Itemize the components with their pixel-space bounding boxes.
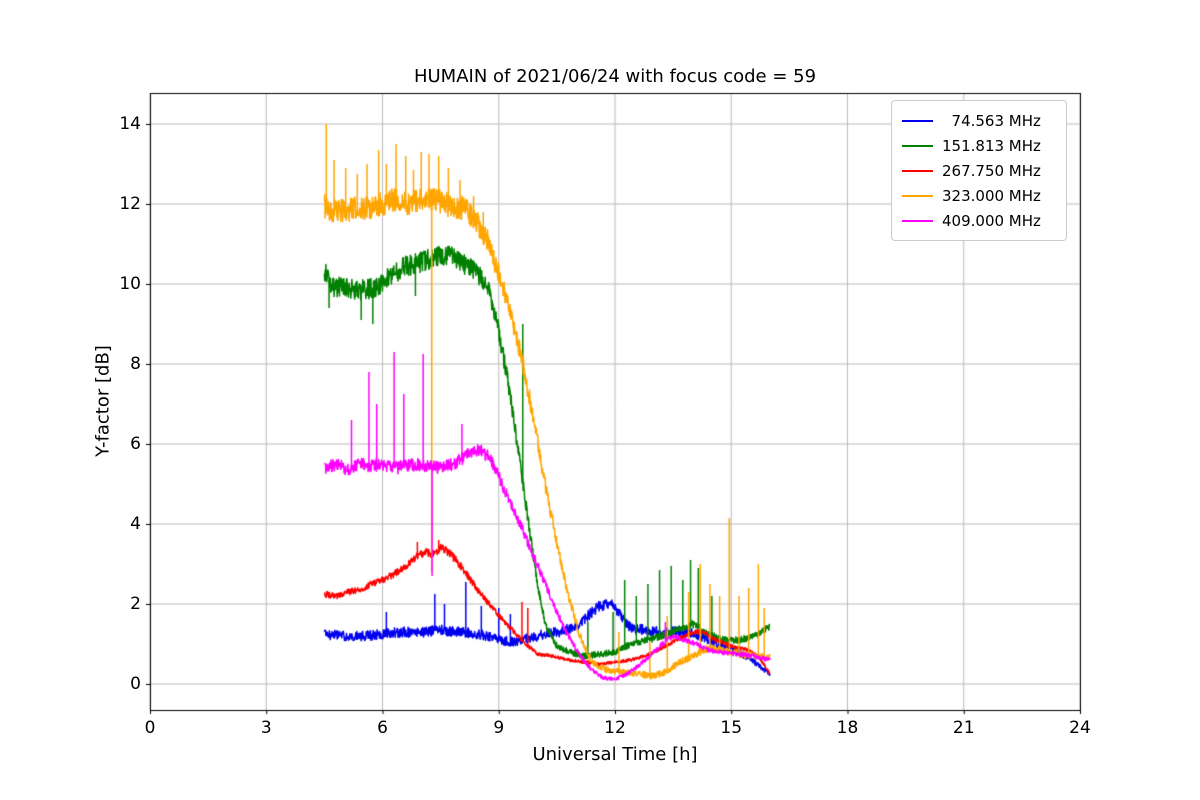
x-tick-label: 6 bbox=[377, 718, 388, 738]
x-tick-label: 21 bbox=[952, 718, 975, 738]
x-tick-label: 12 bbox=[604, 718, 626, 738]
x-axis-label: Universal Time [h] bbox=[532, 744, 698, 765]
y-tick-label: 0 bbox=[130, 674, 141, 694]
legend-row: 151.813 MHz bbox=[902, 133, 1056, 158]
x-tick-label: 15 bbox=[720, 718, 743, 738]
y-tick-label: 10 bbox=[119, 274, 141, 294]
y-tick-label: 6 bbox=[130, 434, 141, 454]
legend-label: 323.000 MHz bbox=[942, 186, 1041, 205]
x-tick-label: 0 bbox=[144, 718, 156, 738]
x-tick-label: 18 bbox=[836, 718, 859, 738]
x-tick-label: 9 bbox=[493, 718, 505, 738]
legend-label: 151.813 MHz bbox=[942, 136, 1041, 155]
legend-line-swatch bbox=[902, 119, 933, 122]
legend-row: 409.000 MHz bbox=[902, 208, 1056, 233]
legend-label: 74.563 MHz bbox=[942, 111, 1041, 130]
legend-line-swatch bbox=[902, 169, 933, 172]
y-tick-label: 8 bbox=[130, 354, 141, 374]
y-tick-label: 14 bbox=[119, 114, 141, 134]
y-tick-label: 12 bbox=[119, 194, 141, 214]
legend-line-swatch bbox=[902, 194, 933, 197]
legend-label: 267.750 MHz bbox=[942, 161, 1041, 180]
legend-row: 323.000 MHz bbox=[902, 183, 1056, 208]
y-axis-label: Y-factor [dB] bbox=[92, 345, 114, 457]
chart-title: HUMAIN of 2021/06/24 with focus code = 5… bbox=[413, 66, 817, 87]
y-tick-label: 2 bbox=[130, 594, 141, 614]
legend: 74.563 MHz 151.813 MHz 267.750 MHz 323.000 … bbox=[891, 100, 1067, 241]
x-tick-label: 24 bbox=[1069, 718, 1091, 738]
legend-row: 74.563 MHz bbox=[902, 108, 1056, 133]
legend-line-swatch bbox=[902, 144, 933, 147]
y-tick-label: 4 bbox=[130, 514, 141, 534]
legend-row: 267.750 MHz bbox=[902, 158, 1056, 183]
legend-line-swatch bbox=[902, 219, 933, 222]
x-tick-label: 3 bbox=[260, 718, 272, 738]
legend-label: 409.000 MHz bbox=[942, 211, 1041, 230]
